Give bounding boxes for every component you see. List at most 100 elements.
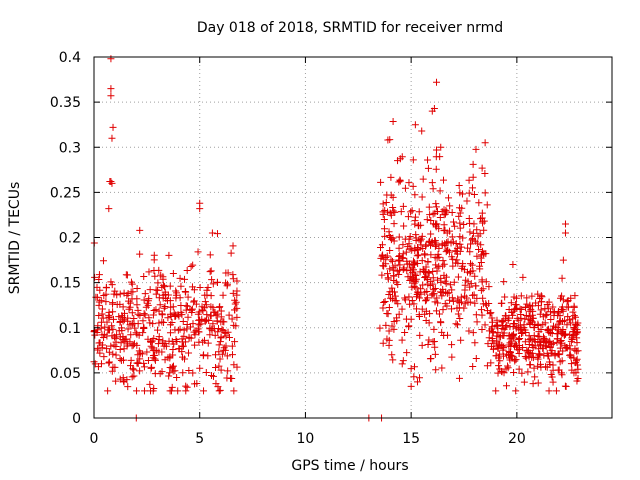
data-point <box>553 324 561 332</box>
data-point <box>120 316 128 324</box>
data-point <box>567 294 575 302</box>
data-point <box>199 306 207 314</box>
data-point <box>475 245 483 253</box>
data-point <box>534 290 542 298</box>
data-point <box>559 256 567 264</box>
data-point <box>520 321 528 329</box>
data-point <box>547 316 555 324</box>
data-point <box>424 258 432 266</box>
data-point <box>534 332 542 340</box>
data-point <box>473 252 481 260</box>
data-point <box>457 243 465 251</box>
data-point <box>407 382 415 390</box>
data-point <box>154 326 162 334</box>
data-point <box>386 265 394 273</box>
data-point <box>155 307 163 315</box>
data-point <box>527 317 535 325</box>
data-point <box>472 145 480 153</box>
data-point <box>119 356 127 364</box>
data-point <box>419 281 427 289</box>
data-point <box>493 339 501 347</box>
data-point <box>184 293 192 301</box>
y-tick-label: 0.15 <box>50 276 81 292</box>
data-point <box>216 386 224 394</box>
data-point <box>405 293 413 301</box>
data-point <box>441 226 449 234</box>
data-point <box>204 284 212 292</box>
data-point <box>380 216 388 224</box>
data-point <box>453 244 461 252</box>
data-point <box>534 302 542 310</box>
data-point <box>429 280 437 288</box>
data-point <box>145 268 153 276</box>
data-point <box>161 303 169 311</box>
data-point <box>219 291 227 299</box>
data-point <box>386 209 394 217</box>
data-point <box>159 294 167 302</box>
data-point <box>398 360 406 368</box>
data-point <box>418 127 426 135</box>
data-point <box>183 383 191 391</box>
data-point <box>398 336 406 344</box>
x-tick-label: 0 <box>90 431 99 447</box>
data-point <box>481 139 489 147</box>
data-points <box>90 55 582 422</box>
data-point <box>120 345 128 353</box>
data-point <box>212 363 220 371</box>
data-point <box>407 208 415 216</box>
data-point <box>428 107 436 115</box>
data-point <box>140 310 148 318</box>
data-point <box>185 349 193 357</box>
data-point <box>179 369 187 377</box>
data-point <box>410 373 418 381</box>
data-point <box>433 78 441 86</box>
data-point <box>197 320 205 328</box>
data-point <box>384 274 392 282</box>
data-point <box>188 308 196 316</box>
data-point <box>530 364 538 372</box>
data-point <box>411 191 419 199</box>
y-tick-label: 0.1 <box>59 321 81 337</box>
data-point <box>506 323 514 331</box>
data-point <box>483 362 491 370</box>
data-point <box>415 294 423 302</box>
data-point <box>541 319 549 327</box>
data-point <box>218 350 226 358</box>
data-point <box>455 299 463 307</box>
data-point <box>105 205 113 213</box>
data-point <box>103 345 111 353</box>
data-point <box>424 164 432 172</box>
data-point <box>140 272 148 280</box>
data-point <box>493 321 501 329</box>
data-point <box>561 220 569 228</box>
data-point <box>530 323 538 331</box>
data-point <box>91 273 99 281</box>
data-point <box>563 298 571 306</box>
data-point <box>460 304 468 312</box>
data-point <box>564 313 572 321</box>
data-point <box>554 330 562 338</box>
data-point <box>402 315 410 323</box>
data-point <box>522 311 530 319</box>
data-point <box>380 298 388 306</box>
data-point <box>384 136 392 144</box>
data-point <box>419 265 427 273</box>
data-point <box>206 251 214 259</box>
data-point <box>481 189 489 197</box>
data-point <box>166 310 174 318</box>
data-point <box>139 317 147 325</box>
data-point <box>544 327 552 335</box>
data-point <box>109 315 117 323</box>
data-point <box>387 236 395 244</box>
data-point <box>506 339 514 347</box>
data-point <box>172 291 180 299</box>
data-point <box>422 242 430 250</box>
data-point <box>512 340 520 348</box>
data-point <box>213 278 221 286</box>
data-point <box>97 360 105 368</box>
data-point <box>446 202 454 210</box>
data-point <box>389 193 397 201</box>
data-point <box>395 257 403 265</box>
data-point <box>216 355 224 363</box>
data-point <box>165 372 173 380</box>
